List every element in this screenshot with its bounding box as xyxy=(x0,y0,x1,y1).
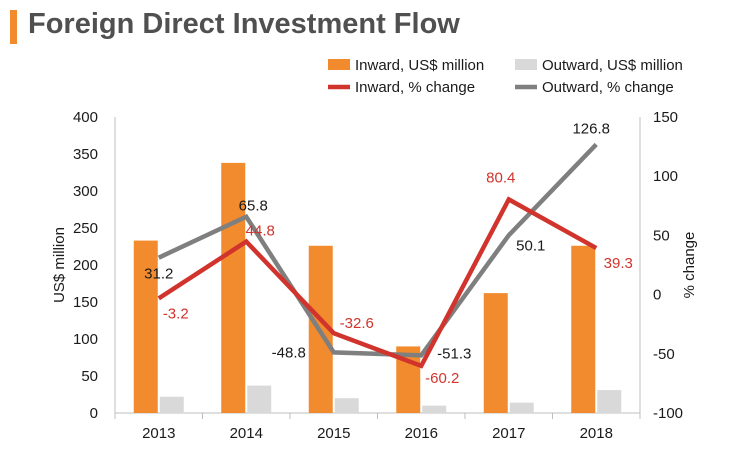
y-tick-label-right: 50 xyxy=(653,227,670,244)
y-tick-label-left: 400 xyxy=(73,109,98,126)
legend-label: Inward, % change xyxy=(355,79,475,96)
y-tick-label-right: 100 xyxy=(653,168,678,185)
y-tick-label-right: -100 xyxy=(653,405,683,422)
y-tick-label-left: 0 xyxy=(90,405,98,422)
line-outward-change xyxy=(157,142,598,358)
legend-label: Inward, US$ million xyxy=(355,57,484,74)
y-tick-label-left: 100 xyxy=(73,331,98,348)
legend-swatch xyxy=(328,59,350,70)
data-label-outward-change: -51.3 xyxy=(437,345,471,362)
data-label-outward-change: 126.8 xyxy=(572,120,610,137)
title-accent-bar xyxy=(10,10,17,44)
data-label-outward-change: 31.2 xyxy=(144,266,173,283)
y-tick-label-left: 350 xyxy=(73,146,98,163)
bar-inward xyxy=(133,240,158,413)
bar-outward xyxy=(247,385,272,413)
bar-outward xyxy=(334,398,359,413)
bar-inward xyxy=(571,245,596,413)
x-tick-label: 2016 xyxy=(405,425,438,442)
x-tick-label: 2015 xyxy=(317,425,350,442)
data-label-inward-change: 39.3 xyxy=(604,255,633,272)
data-label-outward-change: 50.1 xyxy=(516,237,545,254)
y-tick-label-left: 50 xyxy=(81,368,98,385)
bar-outward xyxy=(159,396,184,413)
data-label-inward-change: 80.4 xyxy=(486,169,515,186)
line-inward-change xyxy=(157,196,598,369)
data-label-inward-change: -60.2 xyxy=(425,370,459,387)
data-label-inward-change: 44.8 xyxy=(246,223,275,240)
data-label-inward-change: -32.6 xyxy=(340,315,374,332)
y-tick-label-left: 200 xyxy=(73,257,98,274)
y-tick-label-left: 300 xyxy=(73,183,98,200)
legend-label: Outward, % change xyxy=(542,79,674,96)
bar-inward xyxy=(221,162,246,413)
bar-outward xyxy=(422,405,447,413)
x-tick-label: 2013 xyxy=(142,425,175,442)
chart-title: Foreign Direct Investment Flow xyxy=(28,8,460,40)
y-axis-title-left: US$ million xyxy=(51,227,68,303)
legend-label: Outward, US$ million xyxy=(542,57,683,74)
y-tick-label-right: -50 xyxy=(653,346,675,363)
y-tick-label-left: 250 xyxy=(73,220,98,237)
y-tick-label-right: 0 xyxy=(653,287,661,304)
x-tick-label: 2018 xyxy=(580,425,613,442)
data-label-outward-change: -48.8 xyxy=(272,344,306,361)
y-tick-label-right: 150 xyxy=(653,109,678,126)
legend-swatch xyxy=(515,59,537,70)
data-label-outward-change: 65.8 xyxy=(239,198,268,215)
y-axis-title-right: % change xyxy=(681,232,698,299)
x-tick-label: 2017 xyxy=(492,425,525,442)
bar-inward xyxy=(483,293,508,413)
y-tick-label-left: 150 xyxy=(73,294,98,311)
bar-outward xyxy=(509,402,534,413)
x-tick-label: 2014 xyxy=(230,425,263,442)
bar-outward xyxy=(597,390,622,413)
data-label-inward-change: -3.2 xyxy=(163,305,189,322)
